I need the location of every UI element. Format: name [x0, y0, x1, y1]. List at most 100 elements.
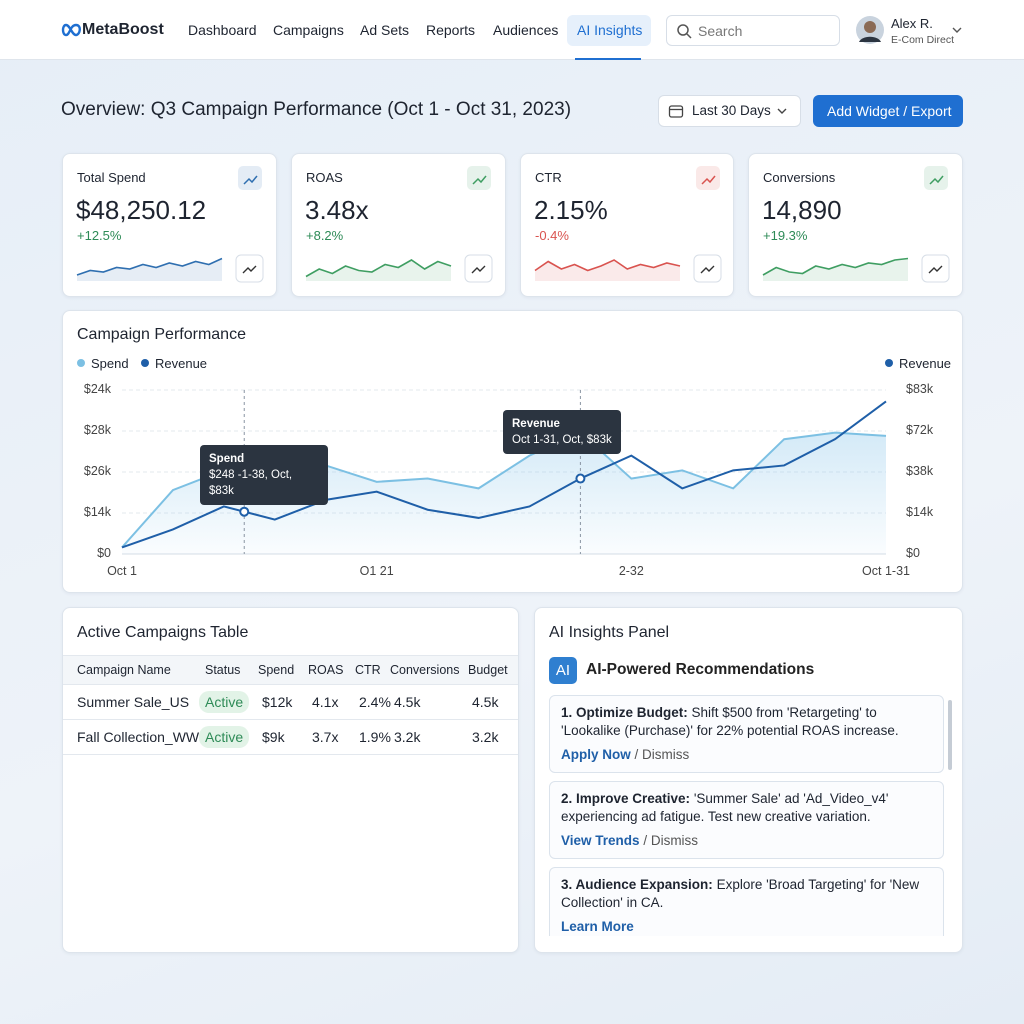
recommendation: 3. Audience Expansion: Explore 'Broad Ta… [549, 867, 944, 936]
kpi-icon [696, 166, 720, 190]
legend-label[interactable]: Revenue [155, 356, 208, 371]
hover-point [239, 506, 250, 517]
legend-dot [885, 359, 893, 367]
user-role: E-Com Direct [891, 34, 955, 46]
rec-title: 1. Optimize Budget: [561, 705, 688, 720]
kpi-icon-glyph [701, 175, 716, 185]
table-header [63, 655, 518, 685]
column-header[interactable]: Budget [468, 663, 508, 677]
table-cell: 4.1x [312, 694, 339, 710]
avatar[interactable] [856, 16, 884, 44]
y2-label: $0 [906, 546, 920, 560]
column-header[interactable]: CTR [355, 663, 381, 677]
kpi-label: Conversions [763, 170, 836, 185]
column-header[interactable]: Conversions [390, 663, 460, 677]
tooltip-text: $248 -1-38, Oct, $83k [209, 469, 293, 497]
rec-action[interactable]: View Trends [561, 833, 640, 848]
nav-item[interactable]: Audiences [493, 22, 559, 38]
row-divider [63, 754, 518, 755]
rec-text: 'Summer Sale' ad 'Ad_Video_v4' experienc… [561, 791, 889, 824]
legend-label[interactable]: Spend [91, 356, 129, 371]
y-label: $0 [97, 546, 111, 560]
y2-label: $83k [906, 382, 934, 396]
x-label: O1 21 [359, 564, 394, 578]
nav-active-underline [575, 58, 641, 60]
recommendation: 1. Optimize Budget: Shift $500 from 'Ret… [549, 695, 944, 773]
table-cell: 1.9% [359, 729, 391, 745]
rec-title: 3. Audience Expansion: [561, 877, 713, 892]
table-cell: 3.2k [472, 729, 499, 745]
kpi-value: 2.15% [534, 195, 608, 225]
recommendation: 2. Improve Creative: 'Summer Sale' ad 'A… [549, 781, 944, 859]
legend-label[interactable]: Revenue [899, 356, 952, 371]
nav-item[interactable]: Campaigns [273, 22, 344, 38]
column-header[interactable]: Status [205, 663, 241, 677]
insights-title: AI Insights Panel [549, 624, 670, 641]
kpi-icon-glyph [472, 175, 487, 185]
kpi-label: Total Spend [77, 170, 146, 185]
kpi-value: 14,890 [762, 195, 842, 225]
column-header[interactable]: Spend [258, 663, 295, 677]
rec-title: 2. Improve Creative: [561, 791, 691, 806]
date-picker[interactable] [658, 95, 801, 127]
y-label: $24k [83, 382, 111, 396]
nav-item[interactable]: Reports [426, 22, 476, 38]
tooltip-text: Oct 1-31, Oct, $83k [512, 434, 612, 446]
column-header[interactable]: Campaign Name [77, 663, 171, 677]
rec-dismiss[interactable]: / Dismiss [634, 747, 690, 762]
table-cell: 3.2k [394, 729, 421, 745]
kpi-button-glyph [928, 265, 943, 274]
nav-item[interactable]: Dashboard [188, 22, 257, 38]
rec-action[interactable]: Learn More [561, 919, 634, 934]
y-label: $14k [83, 505, 111, 519]
table-cell: $12k [262, 694, 293, 710]
ai-badge: AI [549, 657, 577, 684]
tooltip: Revenue Oct 1-31, Oct, $83k [503, 410, 621, 454]
row-divider [63, 719, 518, 720]
brand[interactable]: MetaBoost [82, 21, 164, 38]
export-label: Add Widget / Export [827, 103, 952, 119]
status-pill: Active [199, 691, 250, 713]
search-box[interactable] [666, 15, 840, 46]
table-cell: 2.4% [359, 694, 391, 710]
nav-active-bg [567, 15, 651, 46]
legend-dot [77, 359, 85, 367]
nav-item[interactable]: Ad Sets [360, 22, 410, 38]
status-pill: Active [199, 726, 250, 748]
rec-dismiss[interactable]: / Dismiss [643, 833, 699, 848]
nav-bar: MetaBoost Dashboard Campaigns Ad Sets Re… [0, 0, 1024, 60]
kpi-change: +8.2% [306, 228, 344, 243]
date-caret [777, 108, 787, 114]
kpi-icon [238, 166, 262, 190]
column-header[interactable]: ROAS [308, 663, 344, 677]
kpi-button [235, 254, 264, 283]
kpi-button-glyph [471, 265, 486, 274]
nav-item-active[interactable]: AI Insights [577, 22, 643, 38]
kpi-button-glyph [700, 265, 715, 274]
insights-heading: AI-Powered Recommendations [586, 661, 815, 678]
rec-text: Explore 'Broad Targeting' for 'New Colle… [561, 877, 920, 910]
table-title: Active Campaigns Table [77, 624, 249, 641]
user-name: Alex R. [891, 16, 933, 31]
export-button[interactable] [813, 95, 963, 127]
rec-action[interactable]: Apply Now [561, 747, 631, 762]
table-cell: Summer Sale_US [77, 694, 190, 710]
kpi-button [464, 254, 493, 283]
y2-label: $38k [906, 464, 934, 478]
kpi-button [921, 254, 950, 283]
y2-label: $72k [906, 423, 934, 437]
kpi-change: +12.5% [77, 228, 122, 243]
date-range: Last 30 Days [692, 103, 771, 118]
sparkline-area [535, 260, 680, 281]
kpi-label: ROAS [306, 170, 343, 185]
hover-point [575, 473, 586, 484]
series-line [121, 400, 887, 549]
user-caret[interactable] [952, 26, 962, 34]
sparkline [305, 259, 452, 278]
performance-title: Campaign Performance [77, 326, 246, 343]
kpi-icon [467, 166, 491, 190]
brand-logo [61, 23, 81, 37]
scrollbar[interactable] [948, 700, 952, 770]
page-title: Overview: Q3 Campaign Performance (Oct 1… [61, 99, 572, 120]
table-cell: 4.5k [472, 694, 499, 710]
